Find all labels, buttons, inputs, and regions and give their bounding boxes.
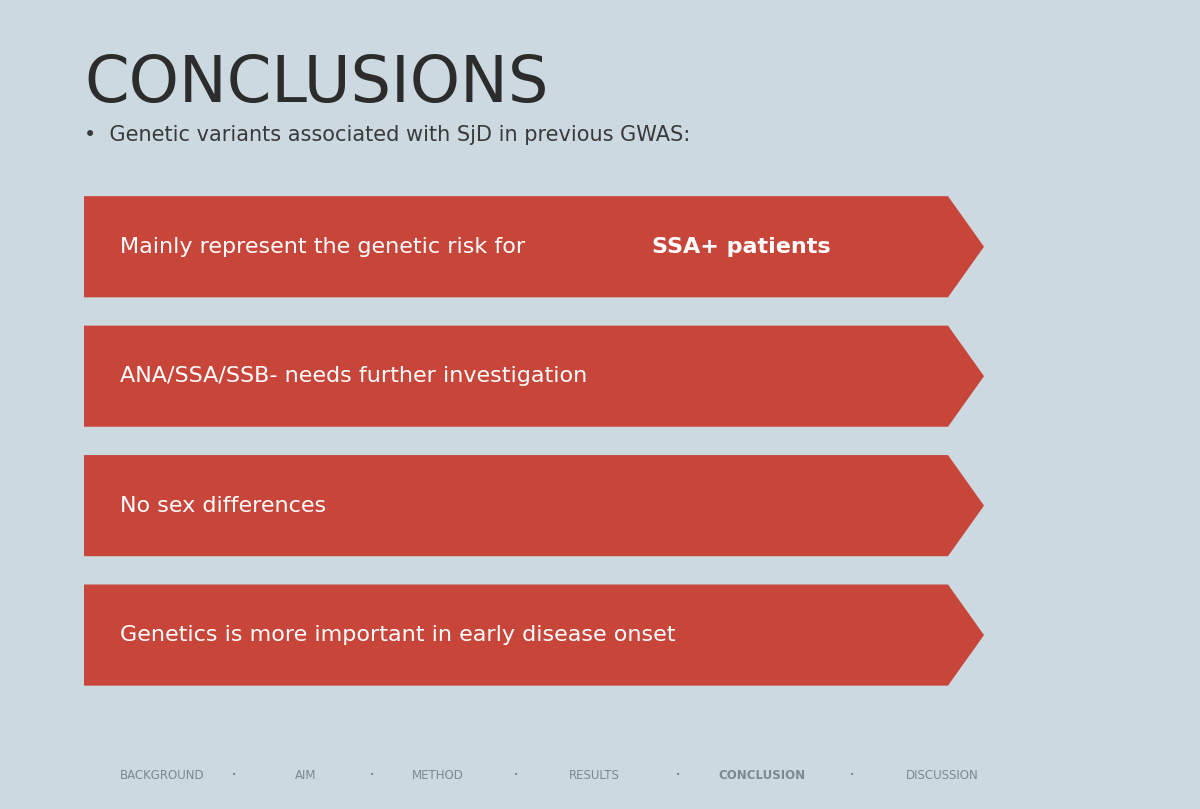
Text: ·: · [368,765,376,785]
Text: No sex differences: No sex differences [120,496,326,515]
Text: •  Genetic variants associated with SjD in previous GWAS:: • Genetic variants associated with SjD i… [84,125,690,146]
Text: ·: · [848,765,856,785]
Text: Mainly represent the genetic risk for: Mainly represent the genetic risk for [120,237,533,256]
Text: CONCLUSION: CONCLUSION [719,769,805,781]
Text: CONCLUSIONS: CONCLUSIONS [84,53,548,115]
Text: ANA/SSA/SSB- needs further investigation: ANA/SSA/SSB- needs further investigation [120,366,587,386]
Text: ·: · [674,765,682,785]
Polygon shape [84,455,984,557]
Polygon shape [84,326,984,427]
Text: Genetics is more important in early disease onset: Genetics is more important in early dise… [120,625,676,645]
Text: BACKGROUND: BACKGROUND [120,769,204,781]
Polygon shape [84,197,984,298]
Text: DISCUSSION: DISCUSSION [906,769,978,781]
Polygon shape [84,584,984,686]
Text: ·: · [230,765,238,785]
Text: AIM: AIM [295,769,317,781]
Text: METHOD: METHOD [412,769,464,781]
Text: ·: · [512,765,520,785]
Text: RESULTS: RESULTS [569,769,619,781]
Text: SSA+ patients: SSA+ patients [652,237,830,256]
